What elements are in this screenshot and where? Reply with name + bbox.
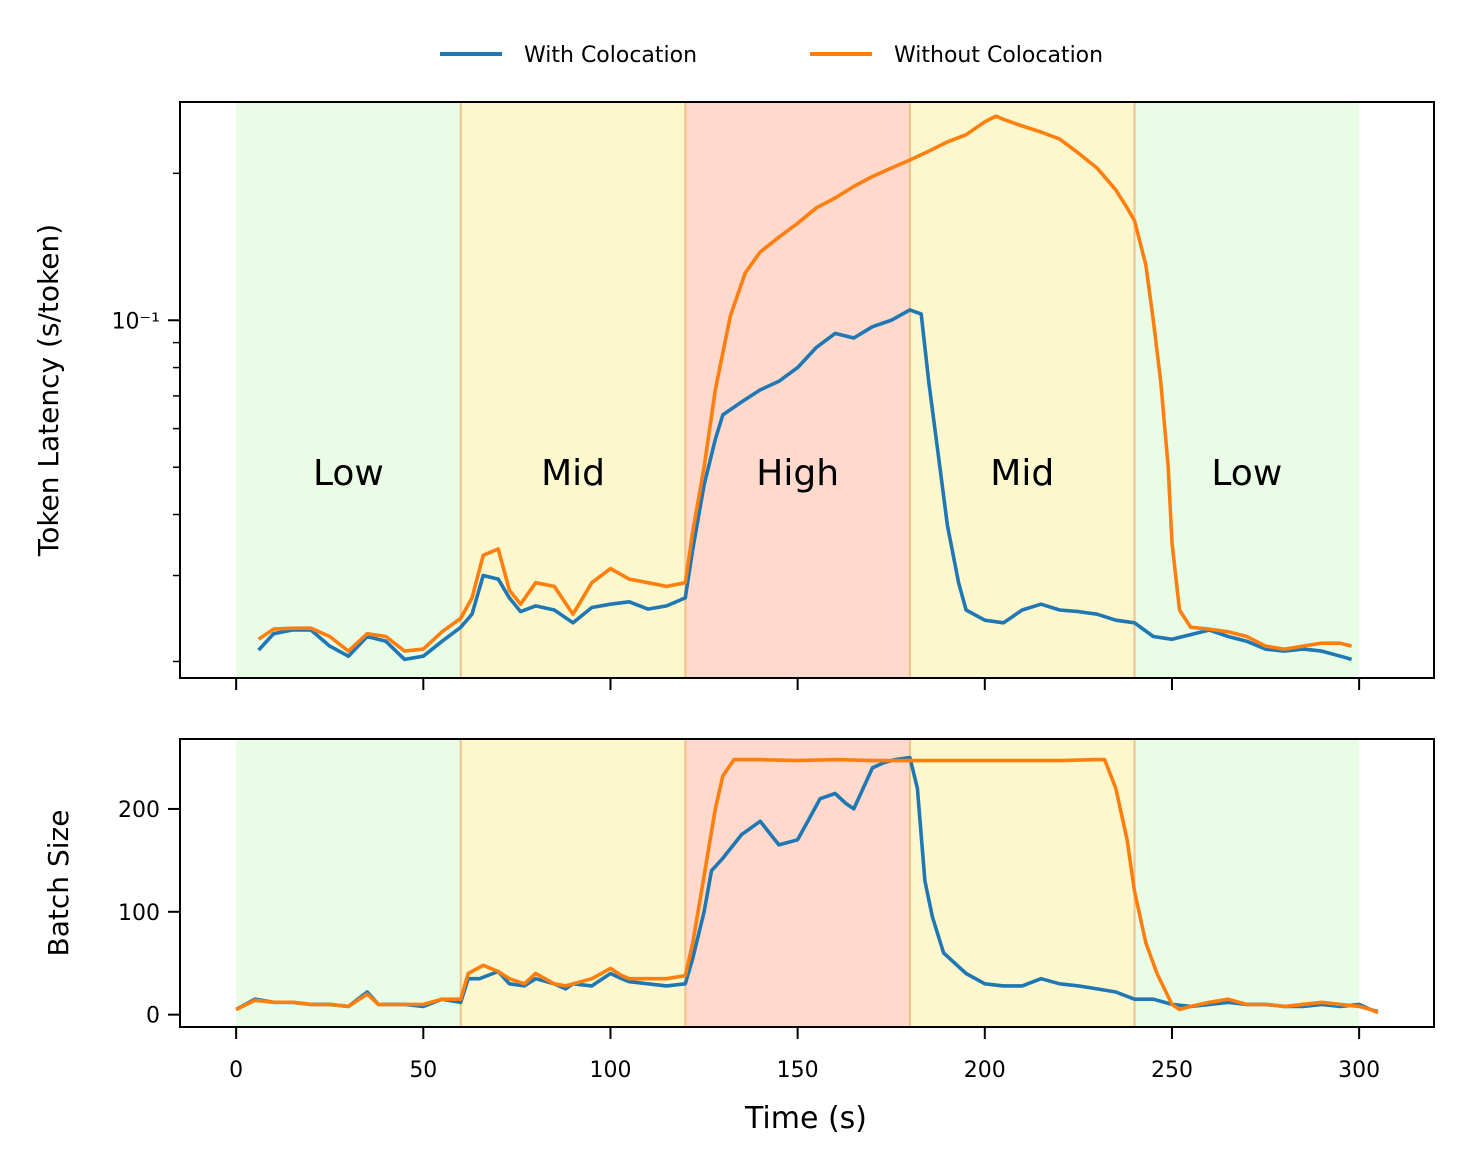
latency-lines bbox=[257, 114, 1353, 662]
series-line-without-colocation bbox=[257, 114, 1353, 653]
latency-panel: Low Mid High Mid Low 10⁻¹ Token Latency (s/t… bbox=[32, 101, 1435, 690]
latency-phase-labels: Low Mid High Mid Low bbox=[313, 453, 1282, 494]
batch-y-tick-label: 200 bbox=[118, 798, 160, 823]
batch-y-tick-label: 0 bbox=[146, 1004, 160, 1029]
phase-band-high bbox=[685, 739, 910, 1027]
phase-band-low bbox=[236, 739, 461, 1027]
latency-phase-bands bbox=[236, 102, 1360, 678]
x-tick-label: 0 bbox=[229, 1058, 243, 1083]
x-tick-label: 50 bbox=[409, 1058, 437, 1083]
batch-y-axis-label: Batch Size bbox=[42, 810, 75, 957]
phase-band-high bbox=[685, 102, 910, 678]
x-tick-label: 250 bbox=[1151, 1058, 1193, 1083]
x-axis-label: Time (s) bbox=[744, 1101, 867, 1136]
batch-size-panel: 0 50 100 150 200 250 300 0 100 200 Batch Size Tim… bbox=[42, 738, 1435, 1136]
batch-axes-frame bbox=[179, 738, 1435, 1028]
legend-label-with-colocation: With Colocation bbox=[524, 43, 697, 68]
latency-y-axis-label: Token Latency (s/token) bbox=[32, 224, 65, 557]
x-tick-label: 150 bbox=[777, 1058, 819, 1083]
series-line-without-colocation bbox=[235, 757, 1379, 1015]
phase-band-low bbox=[236, 102, 461, 678]
latency-ticks: 10⁻¹ bbox=[112, 172, 1361, 690]
batch-phase-bands bbox=[236, 739, 1360, 1027]
phase-band-mid bbox=[909, 739, 1135, 1027]
batch-ticks: 0 50 100 150 200 250 300 0 100 200 bbox=[118, 798, 1380, 1083]
x-tick-label: 300 bbox=[1338, 1058, 1380, 1083]
series-line-with-colocation bbox=[257, 308, 1353, 662]
phase-band-low bbox=[1134, 739, 1360, 1027]
latency-y-tick-label: 10⁻¹ bbox=[112, 309, 160, 334]
phase-label-low: Low bbox=[313, 453, 384, 494]
x-tick-label: 100 bbox=[589, 1058, 631, 1083]
phase-label-mid: Mid bbox=[990, 453, 1054, 494]
phase-band-low bbox=[1134, 102, 1360, 678]
legend: With Colocation Without Colocation bbox=[440, 43, 1103, 68]
phase-label-high: High bbox=[756, 453, 839, 494]
batch-lines bbox=[235, 755, 1379, 1015]
legend-label-without-colocation: Without Colocation bbox=[894, 43, 1103, 68]
batch-y-tick-label: 100 bbox=[118, 901, 160, 926]
phase-band-mid bbox=[909, 102, 1135, 678]
phase-label-low: Low bbox=[1211, 453, 1282, 494]
phase-label-mid: Mid bbox=[541, 453, 605, 494]
latency-axes-frame bbox=[179, 101, 1435, 679]
x-tick-label: 200 bbox=[964, 1058, 1006, 1083]
phase-band-mid bbox=[460, 102, 686, 678]
